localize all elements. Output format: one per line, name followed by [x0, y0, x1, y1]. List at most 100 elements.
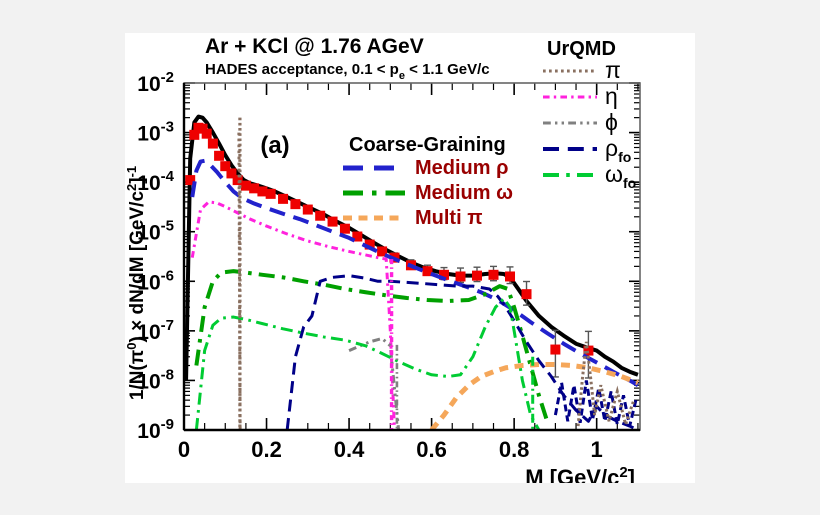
y-axis-label: 1/N(π0) × dN/dM [GeV/c2]-1: [125, 166, 148, 400]
title-line2-b: < 1.1 GeV/c: [405, 61, 490, 78]
plot-svg: 10-210-310-410-510-610-710-810-90 0.2 0.4 0…: [125, 33, 695, 483]
data-point-marker: [220, 161, 231, 172]
data-point-marker: [226, 168, 237, 179]
legend-left-label-main: Multi: [415, 207, 462, 229]
legend-right-entry[interactable]: ϕ: [543, 109, 618, 135]
x-axis-tick-label: 0.6: [416, 437, 447, 462]
legend-right-label: π: [605, 57, 621, 83]
y-axis-label-close: ]: [127, 177, 148, 183]
data-point-marker: [505, 271, 516, 282]
y-axis-tick-exponent: -9: [161, 416, 174, 433]
legend-right-label-sub: fo: [623, 175, 636, 191]
data-point-marker: [214, 150, 225, 161]
figure-title-line1: Ar + KCl @ 1.76 AGeV: [205, 35, 424, 58]
legend-left-label-symbol: ω: [491, 182, 514, 204]
y-axis-tick-exponent: -5: [161, 218, 174, 235]
series-curve: [190, 158, 639, 387]
y-axis-tick-exponent: -6: [161, 267, 174, 284]
series-curve: [429, 361, 639, 430]
x-axis-label-unit-sup: 2: [619, 464, 627, 481]
y-axis-label-sup-inv: -1: [125, 166, 139, 178]
title-line2-sub: e: [399, 70, 405, 82]
data-point-marker: [521, 289, 532, 300]
y-axis-label-sup2: 2: [125, 184, 139, 191]
legend-right-label-main: π: [605, 57, 621, 83]
x-axis-label-main: M: [525, 465, 543, 483]
y-axis-tick-label: 10-5: [137, 218, 174, 245]
x-axis-tick-label: 0: [178, 437, 190, 462]
legend-right-label-main: ρ: [605, 135, 618, 161]
figure-title-line2: HADES acceptance, 0.1 < pe < 1.1 GeV/c: [205, 61, 490, 82]
legend-right-entry[interactable]: ωfo: [543, 161, 636, 191]
data-point-marker: [364, 239, 375, 250]
legend-right-entry[interactable]: ρfo: [543, 135, 631, 165]
data-point-marker: [471, 270, 482, 281]
data-point-marker: [249, 183, 260, 194]
data-point-marker: [583, 345, 594, 356]
data-point-marker: [290, 199, 301, 210]
legend-right-label: ωfo: [605, 161, 636, 191]
data-point-marker: [339, 223, 350, 234]
data-point-marker: [265, 188, 276, 199]
data-point-marker: [232, 175, 243, 186]
panel-label: (a): [260, 132, 289, 159]
y-axis-label-pi: π: [127, 349, 148, 364]
y-axis-tick-exponent: -3: [161, 119, 174, 136]
legend-left-label-symbol: ρ: [491, 157, 509, 179]
y-axis-tick-exponent: -7: [161, 317, 174, 334]
legend-left-label-symbol: π: [462, 207, 483, 229]
data-point-marker: [488, 269, 499, 280]
x-axis-tick-label: 0.4: [334, 437, 365, 462]
series-group: [184, 114, 639, 430]
legend-right-label-main: η: [605, 83, 618, 109]
legend-left-label: Multi π: [415, 207, 483, 229]
data-point-marker: [352, 231, 363, 242]
legend-left-entry[interactable]: Medium ω: [343, 182, 513, 204]
series-curve: [194, 269, 550, 422]
legend-left-entry[interactable]: Multi π: [343, 207, 483, 229]
x-axis-tick-label: 1: [591, 437, 603, 462]
plot-canvas: 10-2 10-3 10-4 10-5 10-6 10-7 10-8 10-9 0 0.2 0.4 0…: [125, 33, 695, 483]
data-point-marker: [240, 180, 251, 191]
data-point-marker: [278, 193, 289, 204]
legend-right-header: UrQMD: [547, 38, 616, 60]
data-point-marker: [377, 246, 388, 257]
data-point-marker: [257, 186, 268, 197]
data-point-marker: [302, 204, 313, 215]
legend-right-label-sub: fo: [618, 149, 631, 165]
legend-right-label: ϕ: [605, 109, 618, 135]
data-point-marker: [197, 123, 208, 134]
legend-left-entry[interactable]: Medium ρ: [343, 157, 509, 179]
y-axis-label-pi-sup: 0: [125, 342, 139, 349]
x-axis-label-unit: [GeV/c: [544, 465, 620, 483]
legend-left-label: Medium ω: [415, 182, 513, 204]
legend-left-label-main: Medium: [415, 182, 491, 204]
data-point-marker: [201, 128, 212, 139]
legend-right-label: η: [605, 83, 618, 109]
y-axis-tick-label: 10-4: [137, 168, 174, 195]
pi-highmass-tail: [576, 341, 636, 430]
axis-ticks-group: 10-210-310-410-510-610-710-810-90 0.2 0.4 0…: [137, 69, 640, 462]
y-axis-tick-exponent: -2: [161, 69, 174, 86]
legend-right-entry[interactable]: π: [543, 57, 621, 83]
legend-right-entry[interactable]: η: [543, 83, 618, 109]
data-point-marker: [315, 210, 326, 221]
rho-fo-highmass-tail: [553, 380, 638, 427]
data-point-marker: [438, 269, 449, 280]
data-point-marker: [189, 129, 200, 140]
data-point-marker: [550, 344, 561, 355]
legend-left-header: Coarse-Graining: [349, 134, 506, 156]
title-line2-a: HADES acceptance, 0.1 < p: [205, 61, 399, 78]
legend-left-label: Medium ρ: [415, 157, 509, 179]
x-axis-label-unit-end: ]: [628, 465, 635, 483]
data-point-marker: [185, 175, 196, 186]
data-point-marker: [422, 266, 433, 277]
legend-right-label: ρfo: [605, 135, 631, 165]
y-axis-label-prefix: 1/N(: [127, 364, 148, 401]
y-axis-tick-exponent: -8: [161, 366, 174, 383]
series-curve: [194, 296, 541, 430]
x-axis-label: M [GeV/c2]: [525, 464, 635, 483]
data-point-marker: [455, 271, 466, 282]
legend-right-label-main: ϕ: [605, 109, 618, 135]
